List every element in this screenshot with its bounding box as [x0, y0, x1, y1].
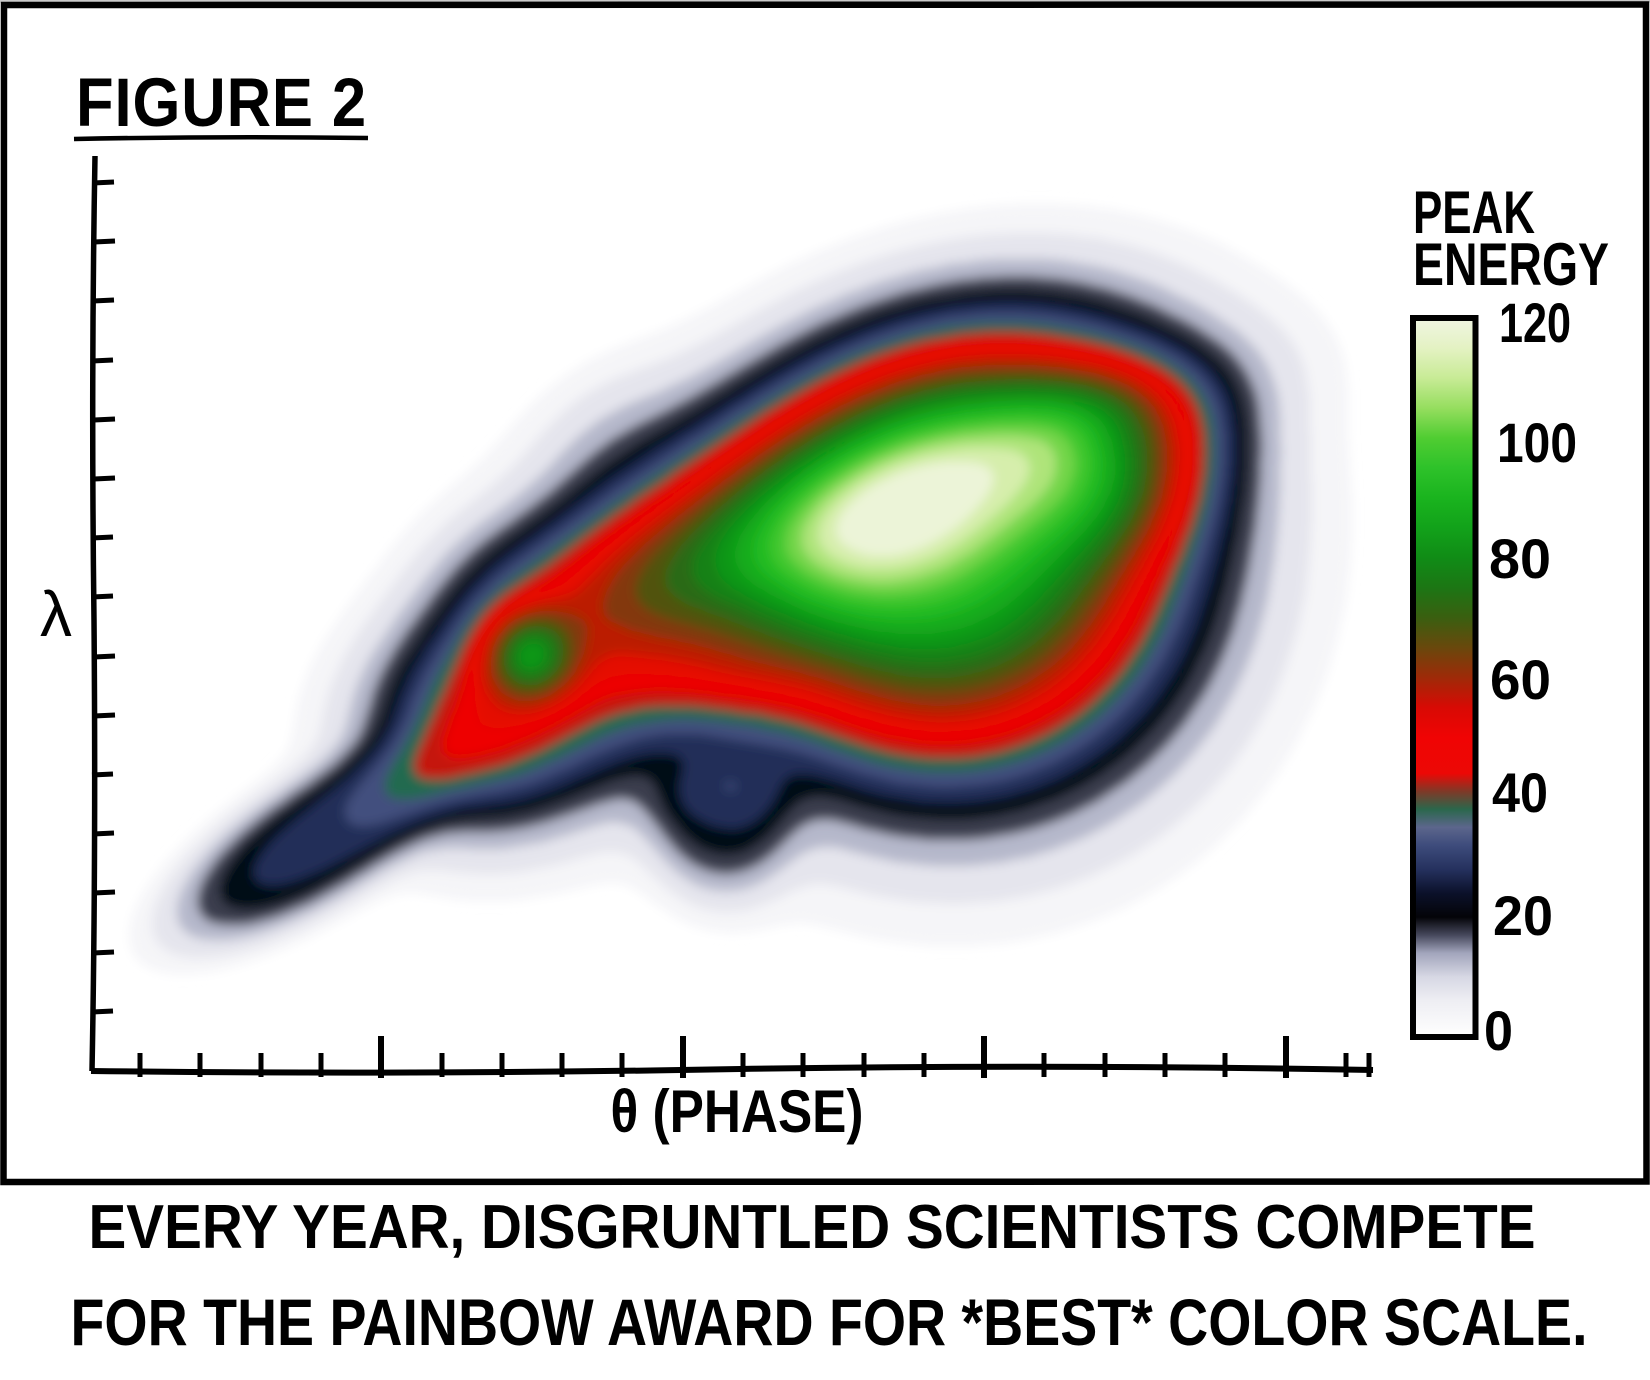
- svg-text:60: 60: [1490, 648, 1551, 711]
- svg-text:λ: λ: [40, 578, 72, 650]
- svg-text:80: 80: [1489, 527, 1551, 590]
- svg-text:FOR THE PAINBOW AWARD FOR *BES: FOR THE PAINBOW AWARD FOR *BEST* COLOR S…: [71, 1285, 1588, 1359]
- svg-text:PEAK: PEAK: [1413, 179, 1535, 246]
- svg-text:100: 100: [1497, 411, 1577, 474]
- svg-text:0: 0: [1484, 999, 1513, 1062]
- svg-text:120: 120: [1499, 291, 1571, 354]
- svg-text:40: 40: [1492, 761, 1548, 824]
- svg-text:θ (PHASE): θ (PHASE): [611, 1078, 864, 1145]
- svg-text:EVERY YEAR, DISGRUNTLED SCIENT: EVERY YEAR, DISGRUNTLED SCIENTISTS COMPE…: [89, 1193, 1536, 1262]
- svg-text:20: 20: [1493, 884, 1553, 947]
- svg-text:ENERGY: ENERGY: [1413, 231, 1609, 298]
- svg-text:FIGURE 2: FIGURE 2: [76, 64, 367, 141]
